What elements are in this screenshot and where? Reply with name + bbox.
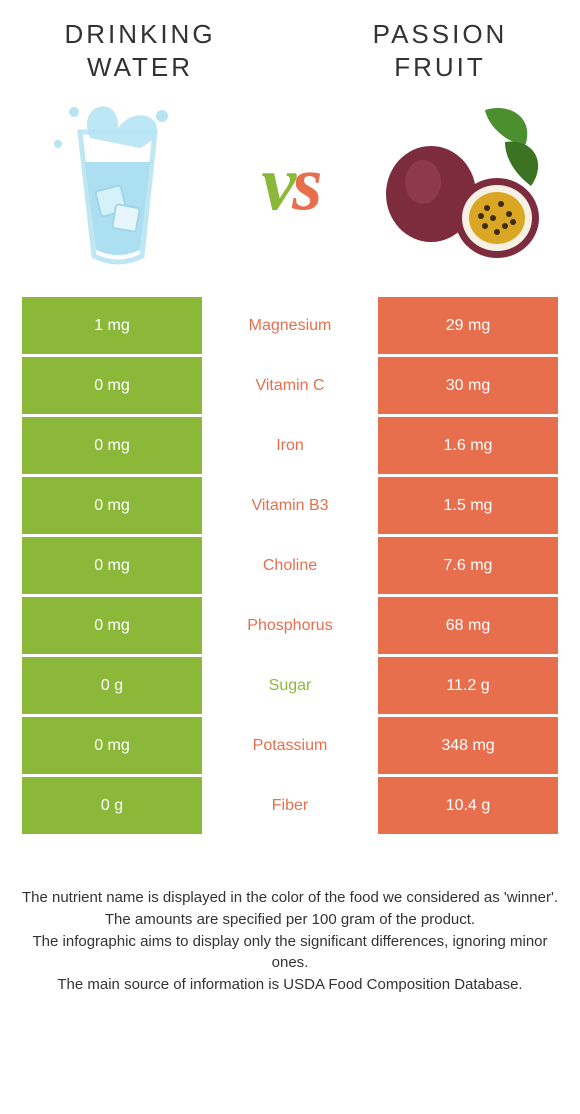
table-row: 0 mgPhosphorus68 mg — [22, 597, 558, 657]
right-value: 1.5 mg — [378, 477, 558, 534]
header: Drinking water Passion fruit — [0, 0, 580, 83]
left-value: 0 mg — [22, 597, 202, 654]
nutrient-name: Magnesium — [202, 297, 378, 354]
table-row: 0 mgVitamin C30 mg — [22, 357, 558, 417]
nutrient-name: Choline — [202, 537, 378, 594]
table-row: 0 mgVitamin B31.5 mg — [22, 477, 558, 537]
nutrient-name: Vitamin B3 — [202, 477, 378, 534]
right-value: 348 mg — [378, 717, 558, 774]
left-value: 0 mg — [22, 357, 202, 414]
comparison-table: 1 mgMagnesium29 mg0 mgVitamin C30 mg0 mg… — [0, 297, 580, 837]
left-value: 0 mg — [22, 717, 202, 774]
left-value: 0 mg — [22, 537, 202, 594]
nutrient-name: Fiber — [202, 777, 378, 834]
footer-line: The nutrient name is displayed in the co… — [18, 887, 562, 909]
infographic-root: Drinking water Passion fruit vs — [0, 0, 580, 1016]
table-row: 0 gSugar11.2 g — [22, 657, 558, 717]
nutrient-name: Potassium — [202, 717, 378, 774]
right-value: 29 mg — [378, 297, 558, 354]
table-row: 0 mgCholine7.6 mg — [22, 537, 558, 597]
left-value: 0 mg — [22, 477, 202, 534]
left-value: 0 mg — [22, 417, 202, 474]
nutrient-name: Iron — [202, 417, 378, 474]
table-row: 0 mgPotassium348 mg — [22, 717, 558, 777]
footer-line: The infographic aims to display only the… — [18, 931, 562, 975]
footer: The nutrient name is displayed in the co… — [0, 837, 580, 1016]
right-value: 10.4 g — [378, 777, 558, 834]
right-title: Passion fruit — [330, 18, 550, 83]
images-row: vs — [0, 83, 580, 297]
footer-line: The main source of information is USDA F… — [18, 974, 562, 996]
left-value: 1 mg — [22, 297, 202, 354]
footer-line: The amounts are specified per 100 gram o… — [18, 909, 562, 931]
passion-fruit-icon — [375, 93, 550, 273]
table-row: 0 gFiber10.4 g — [22, 777, 558, 837]
table-row: 1 mgMagnesium29 mg — [22, 297, 558, 357]
left-value: 0 g — [22, 777, 202, 834]
water-glass-icon — [30, 93, 205, 273]
right-value: 7.6 mg — [378, 537, 558, 594]
right-value: 1.6 mg — [378, 417, 558, 474]
table-row: 0 mgIron1.6 mg — [22, 417, 558, 477]
right-value: 30 mg — [378, 357, 558, 414]
nutrient-name: Sugar — [202, 657, 378, 714]
right-value: 11.2 g — [378, 657, 558, 714]
vs-label: vs — [262, 144, 319, 222]
left-value: 0 g — [22, 657, 202, 714]
right-value: 68 mg — [378, 597, 558, 654]
nutrient-name: Phosphorus — [202, 597, 378, 654]
left-title: Drinking water — [30, 18, 250, 83]
nutrient-name: Vitamin C — [202, 357, 378, 414]
